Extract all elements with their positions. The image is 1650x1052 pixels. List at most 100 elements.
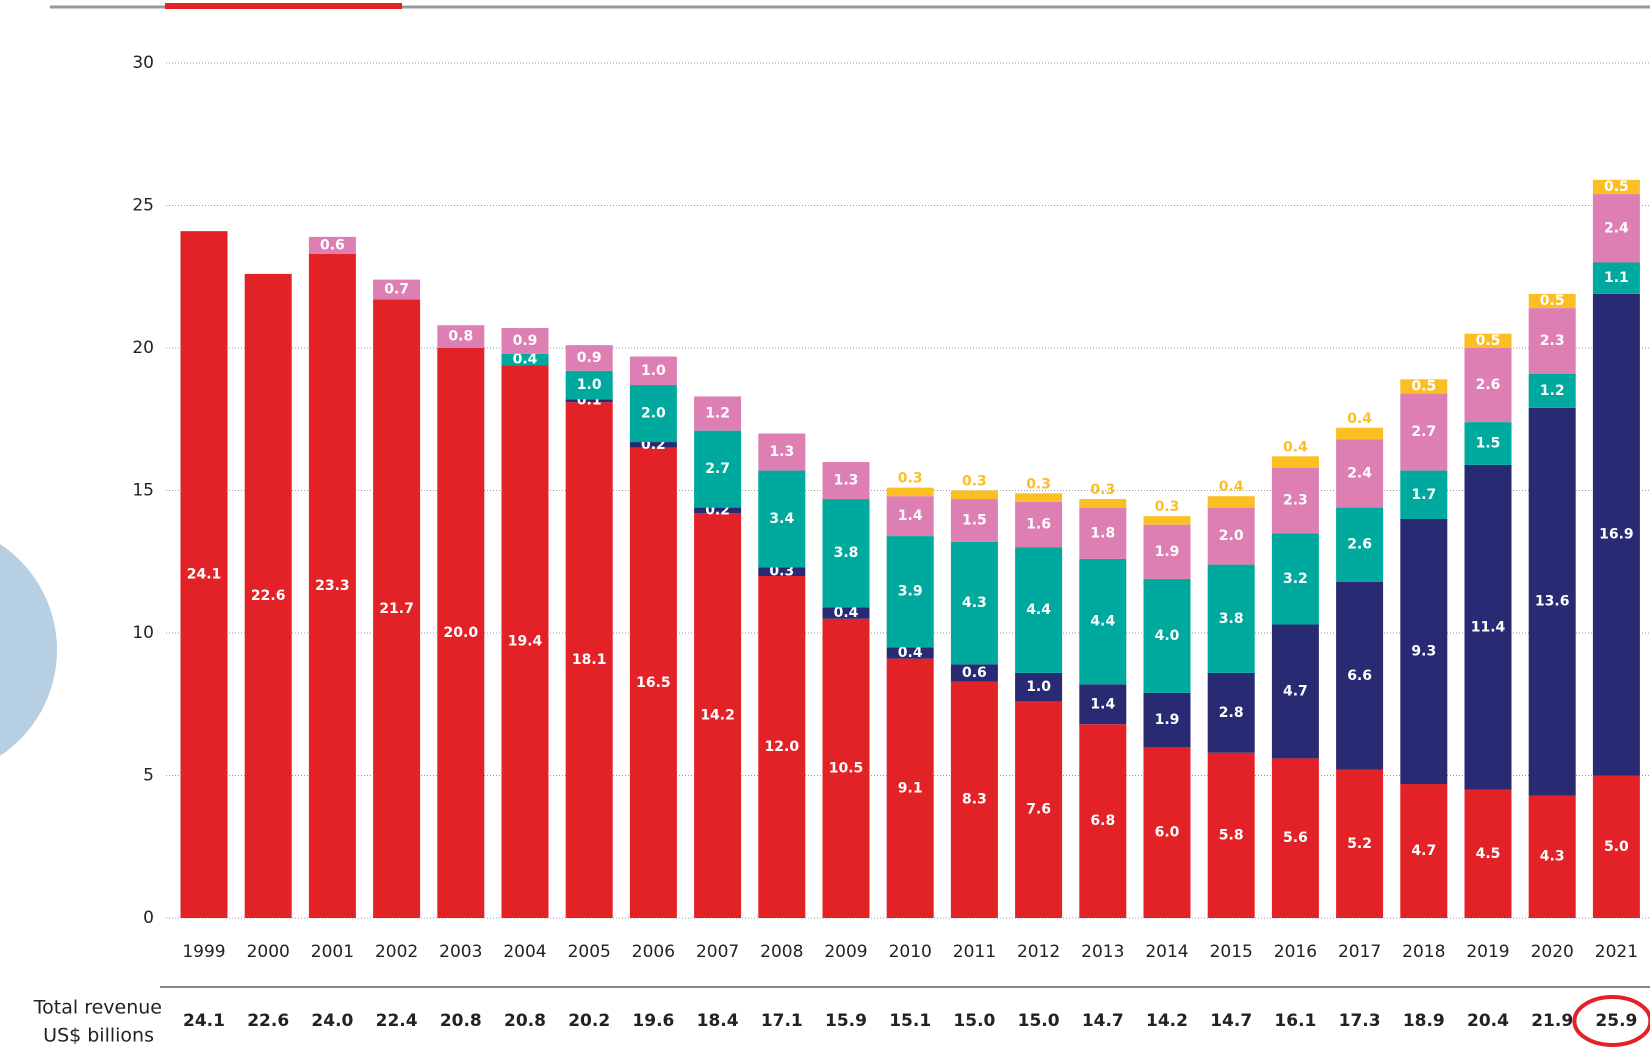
data-label: 0.5	[1476, 333, 1501, 349]
total-label: 15.1	[889, 1011, 931, 1031]
data-label: 1.3	[769, 444, 794, 460]
data-label: 0.3	[1155, 499, 1180, 515]
bar-segment	[565, 402, 613, 918]
data-label: 1.2	[1540, 383, 1565, 399]
bar-segment	[1464, 789, 1512, 918]
data-label: 1.8	[1090, 525, 1115, 541]
bar-segment	[1015, 493, 1063, 502]
data-label: 4.4	[1026, 602, 1051, 618]
bar-segment	[501, 353, 549, 366]
data-label: 6.0	[1155, 825, 1180, 841]
total-label: 19.6	[632, 1011, 674, 1031]
data-label: 1.9	[1155, 712, 1180, 728]
totals-label: US$ billions	[43, 1025, 154, 1047]
bar-segment	[1336, 581, 1384, 770]
x-tick-label: 2010	[889, 942, 932, 962]
data-label: 2.0	[641, 406, 666, 422]
data-label: 2.0	[1219, 528, 1244, 544]
bar-segment	[1079, 558, 1127, 685]
bar-segment	[1015, 501, 1063, 548]
bar-segment	[1271, 758, 1319, 918]
data-label: 0.9	[577, 350, 602, 366]
bar-segment	[950, 681, 998, 918]
bar-segment	[1143, 524, 1191, 579]
bar-segment	[1207, 496, 1255, 508]
bar-segment	[886, 647, 934, 659]
data-label: 1.0	[1026, 679, 1051, 695]
x-tick-label: 1999	[182, 942, 225, 962]
data-label: 0.6	[962, 665, 987, 681]
total-label: 20.2	[568, 1011, 610, 1031]
bar-segment	[501, 328, 549, 354]
bar-segment	[1400, 784, 1448, 918]
data-label: 1.6	[1026, 517, 1051, 533]
x-tick-label: 2000	[247, 942, 290, 962]
bar-segment	[565, 370, 613, 400]
bar-segment	[822, 607, 870, 619]
bar-segment	[758, 433, 806, 471]
total-label: 22.4	[376, 1011, 418, 1031]
data-label: 0.3	[898, 471, 923, 487]
bar-segment	[886, 496, 934, 537]
data-label: 11.4	[1471, 619, 1506, 635]
bar-segment	[1592, 293, 1640, 776]
bar-segment	[694, 430, 742, 508]
data-label: 4.3	[1540, 849, 1565, 865]
decor-circle	[0, 544, 57, 756]
total-label: 21.9	[1531, 1011, 1573, 1031]
bar-segment	[308, 253, 356, 918]
bar-segment	[1400, 393, 1448, 471]
total-label: 18.4	[697, 1011, 739, 1031]
bar-segment	[886, 487, 934, 497]
bar-segment	[1464, 333, 1512, 348]
data-label: 0.3	[1090, 482, 1115, 498]
data-label: 4.0	[1155, 628, 1180, 644]
data-label: 20.0	[444, 625, 479, 641]
bar-segment	[1079, 499, 1127, 508]
data-label: 14.2	[700, 708, 735, 724]
data-label: 5.6	[1283, 830, 1308, 846]
bar-segment	[629, 442, 677, 448]
data-label: 9.1	[898, 780, 923, 796]
data-label: 2.6	[1347, 537, 1372, 553]
bar-segment	[1464, 348, 1512, 423]
data-label: 0.3	[1026, 476, 1051, 492]
total-label: 17.1	[761, 1011, 803, 1031]
data-label: 6.8	[1090, 813, 1115, 829]
data-label: 5.8	[1219, 827, 1244, 843]
bar-segment	[822, 618, 870, 918]
bar-segment	[1207, 672, 1255, 753]
data-label: 0.4	[898, 645, 923, 661]
total-label: 15.0	[1018, 1011, 1060, 1031]
data-label: 13.6	[1535, 594, 1570, 610]
data-label: 0.4	[1347, 411, 1372, 427]
bar-segment	[244, 273, 292, 918]
data-label: 24.1	[187, 567, 222, 583]
data-label: 12.0	[765, 739, 800, 755]
data-label: 2.4	[1347, 465, 1372, 481]
total-label: 20.8	[504, 1011, 546, 1031]
data-label: 0.3	[769, 564, 794, 580]
data-label: 5.0	[1604, 839, 1629, 855]
data-label: 2.7	[1411, 424, 1436, 440]
bar-segment	[1207, 752, 1255, 918]
data-label: 5.2	[1347, 836, 1372, 852]
total-label: 17.3	[1339, 1011, 1381, 1031]
data-label: 0.4	[1283, 439, 1308, 455]
data-label: 3.8	[1219, 611, 1244, 627]
x-tick-label: 2008	[760, 942, 803, 962]
bar-segment	[1207, 507, 1255, 565]
total-label: 16.1	[1274, 1011, 1316, 1031]
x-tick-label: 2019	[1466, 942, 1509, 962]
bar-segment	[1207, 564, 1255, 673]
bar-segment	[1271, 624, 1319, 759]
x-tick-label: 2007	[696, 942, 739, 962]
data-label: 3.9	[898, 584, 923, 600]
data-label: 9.3	[1411, 644, 1436, 660]
data-label: 0.4	[834, 605, 859, 621]
y-tick-label: 15	[132, 481, 154, 501]
bar-segment	[437, 325, 485, 348]
data-label: 3.2	[1283, 571, 1308, 587]
bar-segment	[950, 664, 998, 682]
